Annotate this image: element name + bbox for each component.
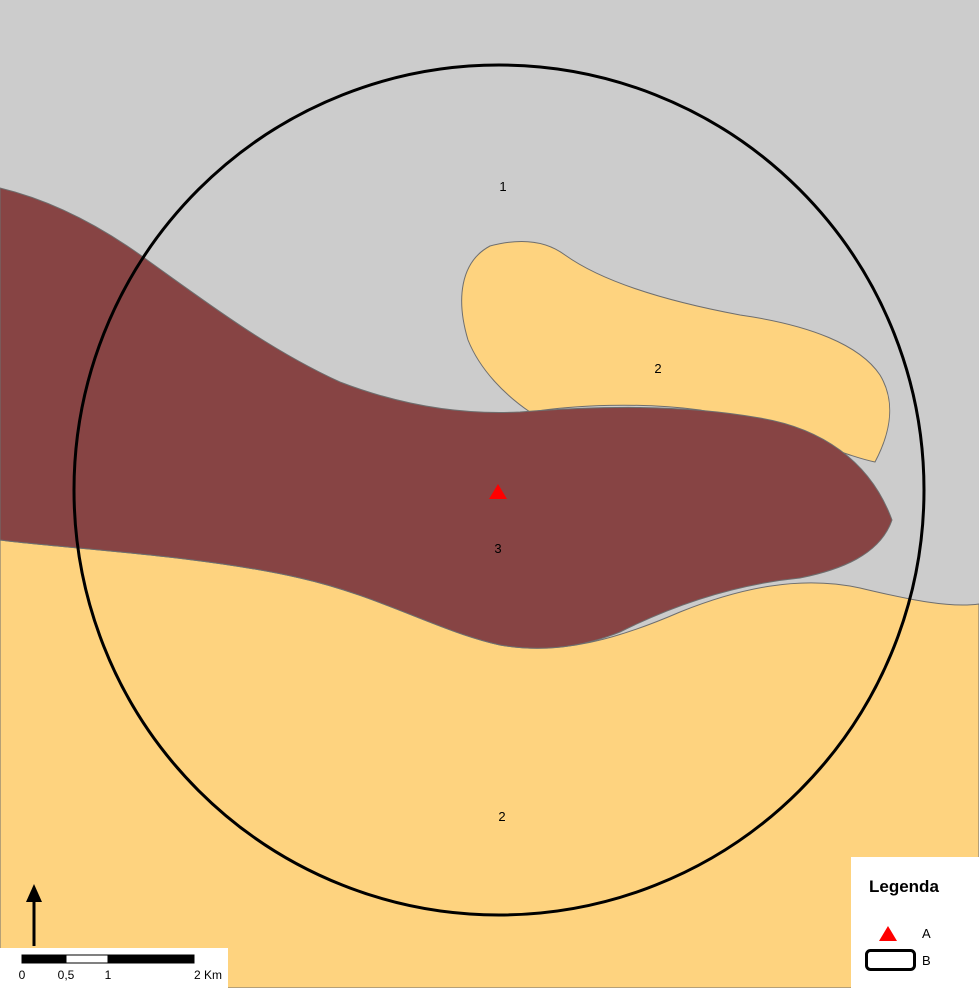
red-triangle-icon[interactable]	[489, 484, 507, 499]
buffer-circle[interactable]	[72, 63, 926, 917]
scale-segment-2	[65, 954, 109, 964]
zone-2-north-area	[461, 240, 891, 463]
scale-segment-3	[107, 954, 195, 964]
rounded-rectangle-icon	[865, 949, 916, 971]
scale-segment-1	[21, 954, 67, 964]
scale-tick-2-km: 2 Km	[194, 968, 222, 982]
zone-label-2-south: 2	[498, 809, 505, 824]
scale-tick-1: 1	[105, 968, 112, 982]
zone-label-1: 1	[499, 179, 506, 194]
red-triangle-icon	[879, 926, 897, 941]
scale-bar: 0 0,5 1 2 Km	[0, 948, 228, 988]
legend-title: Legenda	[869, 877, 939, 896]
legend: Legenda A B	[851, 857, 979, 988]
legend-item-a: A	[851, 923, 979, 947]
legend-item-b: B	[851, 948, 979, 972]
zone-label-3: 3	[494, 541, 501, 556]
legend-label-a: A	[922, 926, 931, 941]
north-arrow-icon	[26, 884, 42, 946]
zone-label-2-north: 2	[654, 361, 661, 376]
zone-3-area	[0, 187, 893, 649]
scale-tick-0-5: 0,5	[58, 968, 75, 982]
legend-label-b: B	[922, 953, 931, 968]
scale-tick-0: 0	[19, 968, 26, 982]
